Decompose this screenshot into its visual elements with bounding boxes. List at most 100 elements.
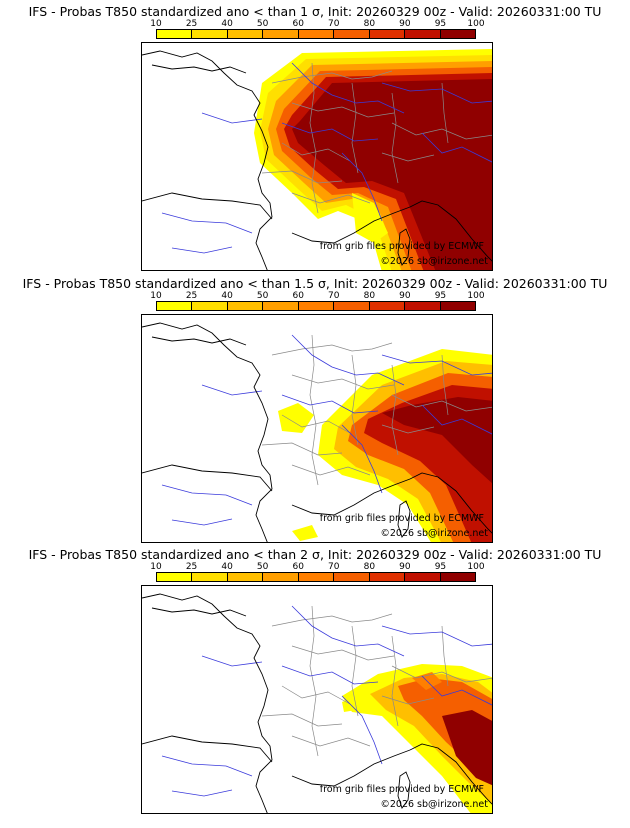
colorbar-swatch — [405, 573, 441, 581]
probability-contour — [292, 525, 318, 541]
river-line — [281, 665, 379, 685]
river-line — [161, 212, 253, 234]
colorbar-swatch — [298, 30, 335, 38]
region-border — [381, 424, 435, 434]
probability-contour — [442, 710, 492, 786]
colorbar-tick-label: 100 — [467, 19, 485, 29]
colorbar-tick-label: 25 — [185, 19, 198, 29]
colorbar-tick-label: 25 — [185, 562, 198, 572]
colorbar-swatch — [227, 30, 264, 38]
region-border — [271, 70, 393, 84]
island-outline — [397, 500, 411, 538]
probability-contour — [352, 193, 388, 243]
region-border — [291, 102, 395, 118]
colorbar-tick-label: 95 — [434, 562, 447, 572]
colorbar-swatch — [157, 302, 193, 310]
panel-title: IFS - Probas T850 standardized ano < tha… — [22, 276, 608, 291]
region-border — [281, 414, 351, 434]
river-line — [381, 625, 492, 647]
colorbar — [156, 29, 476, 39]
colorbar-swatch — [157, 573, 193, 581]
region-border — [271, 342, 393, 356]
river-line — [161, 484, 253, 506]
region-border — [261, 442, 343, 456]
colorbar-tick-label: 40 — [221, 562, 233, 572]
region-border — [441, 82, 449, 144]
region-border — [281, 685, 351, 705]
region-border — [391, 394, 492, 412]
map-panel-2: IFS - Probas T850 standardized ano < tha… — [0, 276, 630, 548]
river-line — [201, 384, 263, 396]
river-line — [421, 675, 492, 706]
region-border — [309, 334, 319, 486]
probability-contour — [382, 397, 492, 484]
colorbar-tick-label: 10 — [150, 19, 162, 29]
colorbar-tick-label: 60 — [292, 19, 304, 29]
colorbar-swatch — [334, 573, 370, 581]
island-outline — [397, 228, 411, 266]
colorbar-tick-label: 90 — [399, 291, 411, 301]
coastline — [291, 206, 411, 244]
colorbar-tick-label: 90 — [399, 562, 411, 572]
island-outline — [397, 771, 411, 809]
colorbar-swatch — [440, 573, 475, 581]
colorbar-swatch — [369, 573, 406, 581]
river-line — [161, 755, 253, 777]
colorbar-swatch — [263, 302, 299, 310]
colorbar-swatch — [440, 30, 475, 38]
colorbar-tick-label: 70 — [328, 291, 340, 301]
map-svg — [142, 322, 492, 542]
colorbar-tick-label: 100 — [467, 291, 485, 301]
coastline — [142, 735, 273, 763]
map-svg — [142, 49, 492, 270]
coastline — [409, 472, 492, 534]
source-credit: from grib files provided by ECMWF — [319, 784, 484, 795]
colorbar-swatch — [298, 573, 335, 581]
probability-map: from grib files provided by ECMWF ©2026 … — [141, 314, 493, 543]
river-line — [421, 404, 492, 435]
river-line — [291, 334, 405, 386]
coastline — [409, 743, 492, 805]
copyright-credit: ©2026 sb@irizone.net — [380, 256, 488, 267]
colorbar-swatch — [334, 30, 370, 38]
coastline — [151, 336, 247, 346]
region-border — [381, 152, 435, 162]
coastline — [151, 607, 247, 617]
region-border — [261, 713, 343, 727]
colorbar-swatch — [227, 302, 264, 310]
probability-contour — [292, 79, 492, 270]
colorbar-tick-label: 60 — [292, 291, 304, 301]
colorbar-swatch — [263, 573, 299, 581]
probability-map: from grib files provided by ECMWF ©2026 … — [141, 42, 493, 271]
region-border — [351, 625, 359, 717]
coastline — [142, 593, 273, 813]
colorbar-swatch — [405, 302, 441, 310]
colorbar-tick-label: 80 — [363, 291, 376, 301]
river-line — [381, 82, 492, 104]
river-line — [421, 132, 492, 163]
river-line — [171, 518, 233, 526]
region-border — [309, 605, 319, 757]
region-border — [391, 122, 492, 140]
coastline — [142, 192, 273, 220]
panel-title: IFS - Probas T850 standardized ano < tha… — [28, 4, 602, 19]
colorbar-tick-label: 50 — [256, 19, 269, 29]
coastline — [291, 749, 411, 787]
colorbar-tick-label: 90 — [399, 19, 411, 29]
colorbar-tick-label: 70 — [328, 19, 340, 29]
colorbar-swatch — [440, 302, 475, 310]
colorbar-tick-label: 50 — [256, 562, 269, 572]
river-line — [281, 122, 379, 142]
river-line — [291, 605, 405, 657]
region-border — [391, 665, 492, 683]
colorbar-swatch — [369, 302, 406, 310]
river-line — [171, 789, 233, 797]
source-credit: from grib files provided by ECMWF — [319, 241, 484, 252]
region-border — [441, 354, 449, 416]
river-line — [281, 394, 379, 414]
colorbar-tick-label: 25 — [185, 291, 198, 301]
probability-map: from grib files provided by ECMWF ©2026 … — [141, 585, 493, 814]
colorbar-tick-label: 10 — [150, 291, 162, 301]
colorbar-tick-label: 10 — [150, 562, 162, 572]
panel-title: IFS - Probas T850 standardized ano < tha… — [28, 547, 602, 562]
